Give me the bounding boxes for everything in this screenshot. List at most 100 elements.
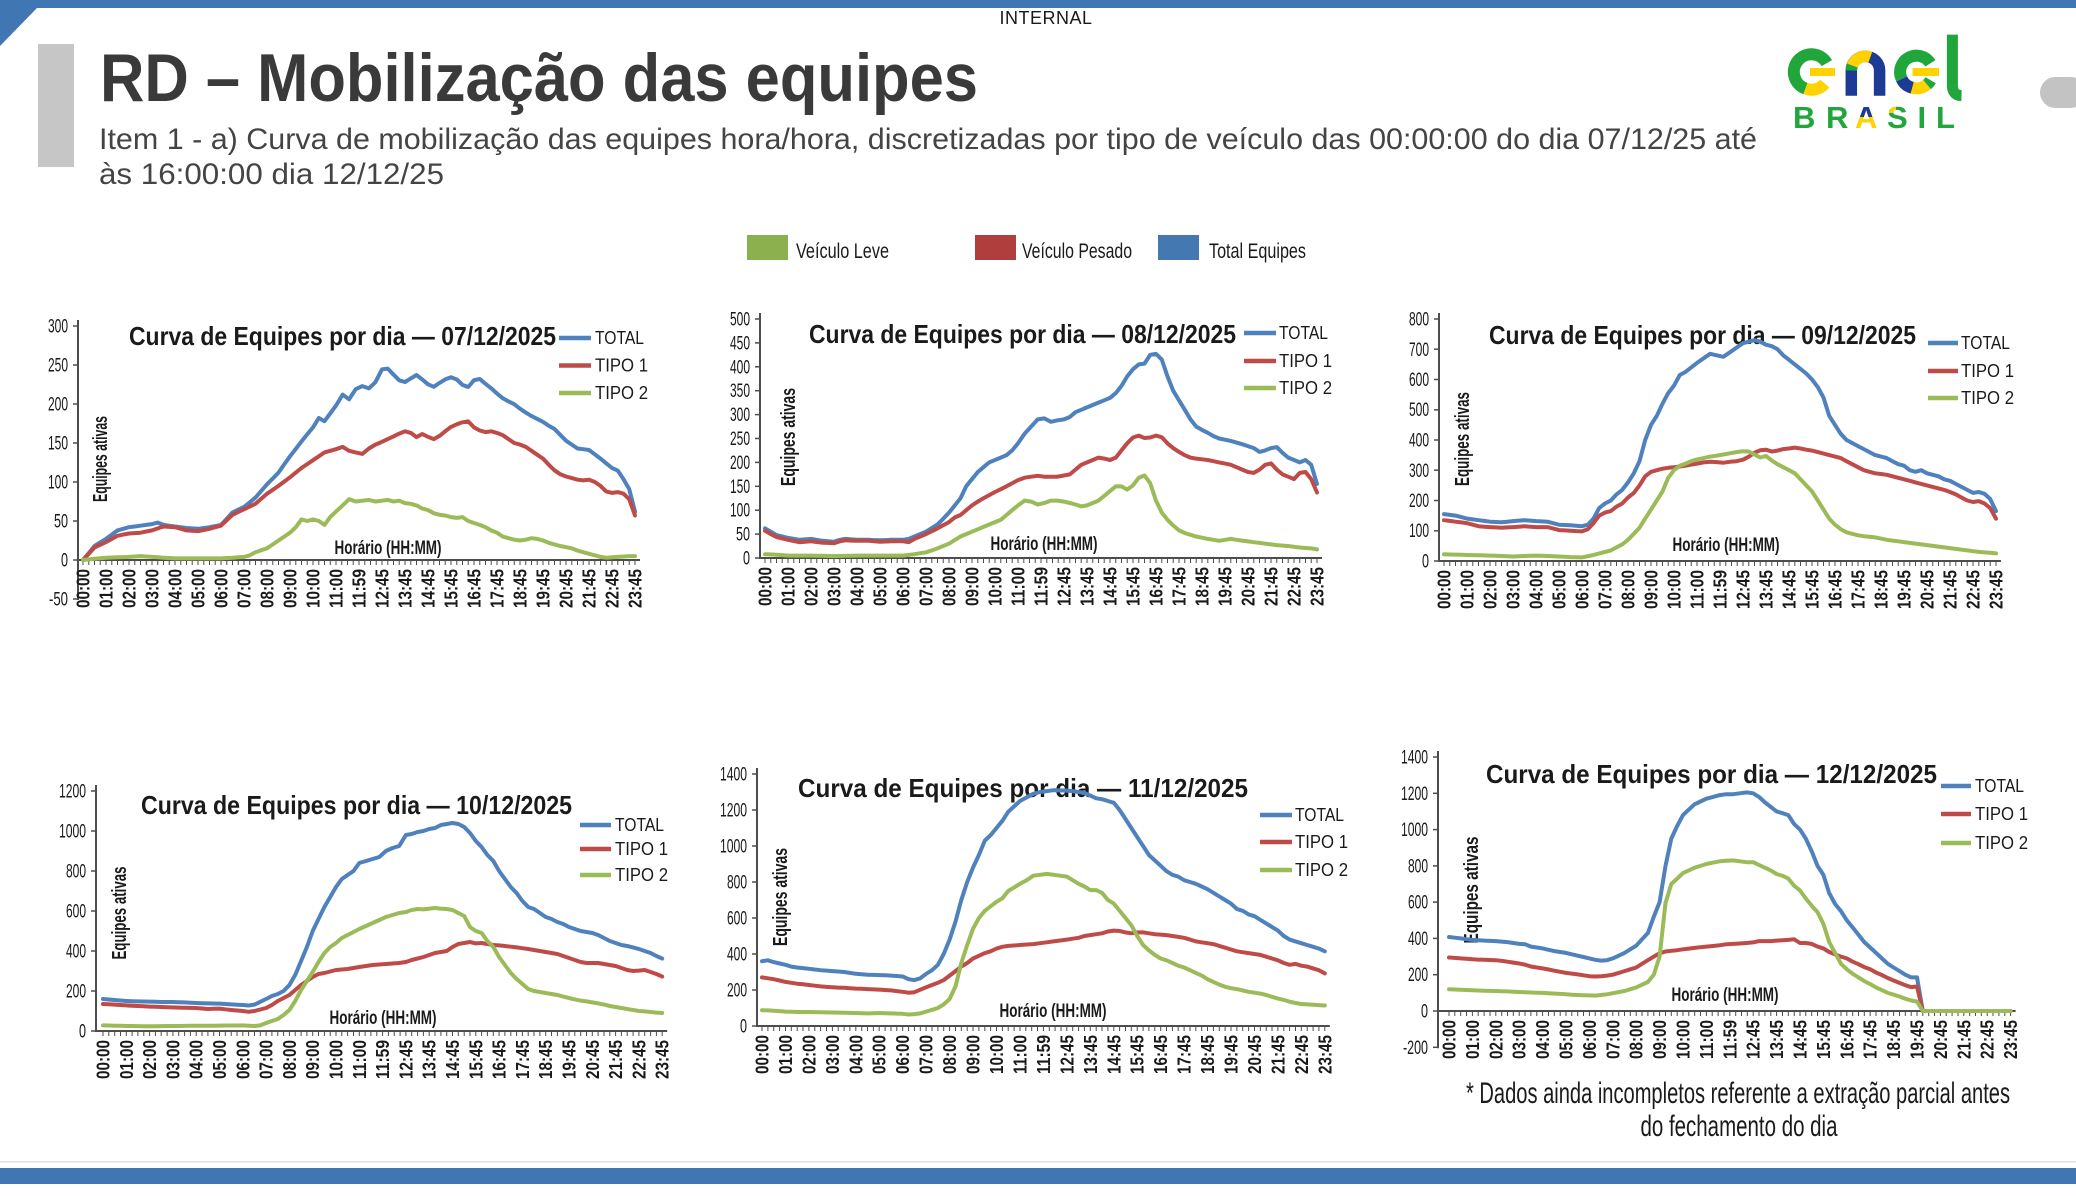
svg-text:04:00: 04:00	[848, 567, 868, 606]
svg-text:RD – Mobilização das equipes: RD – Mobilização das equipes	[100, 40, 978, 116]
svg-text:15:45: 15:45	[1803, 570, 1823, 609]
svg-text:1400: 1400	[720, 765, 747, 786]
svg-text:07:00: 07:00	[257, 1040, 277, 1079]
svg-text:200: 200	[730, 453, 750, 474]
svg-text:05:00: 05:00	[870, 1035, 890, 1074]
svg-text:S: S	[1887, 100, 1908, 135]
svg-text:Horário (HH:MM): Horário (HH:MM)	[1673, 535, 1780, 556]
svg-text:03:00: 03:00	[163, 1040, 183, 1079]
svg-text:-50: -50	[49, 590, 68, 611]
svg-text:0: 0	[79, 1022, 86, 1043]
svg-text:02:00: 02:00	[799, 1035, 819, 1074]
svg-text:03:00: 03:00	[823, 1035, 843, 1074]
svg-text:TOTAL: TOTAL	[595, 328, 644, 348]
svg-text:11:00: 11:00	[1011, 1035, 1031, 1074]
svg-text:L: L	[1936, 100, 1955, 135]
svg-text:11:59: 11:59	[373, 1040, 393, 1079]
svg-text:08:00: 08:00	[1619, 570, 1639, 609]
svg-text:20:45: 20:45	[557, 569, 577, 608]
svg-text:17:45: 17:45	[513, 1040, 533, 1079]
svg-text:TIPO 2: TIPO 2	[1975, 833, 2028, 853]
svg-text:22:45: 22:45	[603, 569, 623, 608]
svg-text:TOTAL: TOTAL	[615, 815, 664, 835]
svg-text:400: 400	[1409, 431, 1429, 452]
svg-text:11:00: 11:00	[1009, 567, 1029, 606]
svg-text:00:00: 00:00	[94, 1040, 114, 1079]
svg-text:TIPO 1: TIPO 1	[615, 839, 668, 859]
svg-text:R: R	[1826, 100, 1848, 135]
svg-text:16:45: 16:45	[1826, 570, 1846, 609]
svg-text:150: 150	[730, 477, 750, 498]
svg-text:do fechamento do dia: do fechamento do dia	[1641, 1110, 1838, 1143]
svg-text:50: 50	[736, 525, 750, 546]
svg-text:08:00: 08:00	[940, 567, 960, 606]
svg-text:05:00: 05:00	[210, 1040, 230, 1079]
svg-text:15:45: 15:45	[1124, 567, 1144, 606]
svg-text:11:59: 11:59	[1711, 570, 1731, 609]
svg-text:11:59: 11:59	[1034, 1035, 1054, 1074]
svg-text:Equipes ativas: Equipes ativas	[1452, 392, 1474, 486]
svg-text:19:45: 19:45	[1895, 570, 1915, 609]
svg-text:800: 800	[1409, 310, 1429, 331]
svg-text:Veículo Pesado: Veículo Pesado	[1022, 240, 1132, 263]
svg-text:01:00: 01:00	[1463, 1020, 1483, 1059]
svg-text:04:00: 04:00	[1527, 570, 1547, 609]
svg-text:07:00: 07:00	[1603, 1020, 1623, 1059]
svg-text:03:00: 03:00	[143, 569, 163, 608]
svg-text:600: 600	[66, 902, 86, 923]
svg-text:01:00: 01:00	[97, 569, 117, 608]
svg-text:08:00: 08:00	[940, 1035, 960, 1074]
svg-text:01:00: 01:00	[1458, 570, 1478, 609]
svg-text:09:00: 09:00	[303, 1040, 323, 1079]
svg-text:17:45: 17:45	[1170, 567, 1190, 606]
svg-text:19:45: 19:45	[534, 569, 554, 608]
svg-text:15:45: 15:45	[466, 1040, 486, 1079]
svg-text:07:00: 07:00	[917, 1035, 937, 1074]
svg-text:03:00: 03:00	[1504, 570, 1524, 609]
svg-text:21:45: 21:45	[1268, 1035, 1288, 1074]
svg-text:600: 600	[1409, 370, 1429, 391]
svg-text:13:45: 13:45	[396, 569, 416, 608]
svg-text:400: 400	[730, 357, 750, 378]
svg-text:200: 200	[1409, 491, 1429, 512]
svg-text:250: 250	[48, 356, 68, 377]
svg-text:16:45: 16:45	[1147, 567, 1167, 606]
svg-text:00:00: 00:00	[1435, 570, 1455, 609]
svg-text:300: 300	[48, 317, 68, 338]
svg-text:12:45: 12:45	[1734, 570, 1754, 609]
svg-text:400: 400	[727, 945, 747, 966]
svg-text:10:00: 10:00	[1674, 1020, 1694, 1059]
svg-text:12:45: 12:45	[396, 1040, 416, 1079]
svg-text:00:00: 00:00	[74, 569, 94, 608]
svg-text:400: 400	[1408, 929, 1428, 950]
svg-text:Horário (HH:MM): Horário (HH:MM)	[335, 538, 442, 559]
svg-text:02:00: 02:00	[140, 1040, 160, 1079]
svg-text:17:45: 17:45	[1861, 1020, 1881, 1059]
svg-text:TIPO 2: TIPO 2	[1961, 388, 2014, 408]
svg-text:16:45: 16:45	[465, 569, 485, 608]
svg-text:TIPO 1: TIPO 1	[1961, 361, 2014, 381]
svg-text:08:00: 08:00	[258, 569, 278, 608]
svg-text:1000: 1000	[59, 822, 86, 843]
svg-text:12:45: 12:45	[373, 569, 393, 608]
svg-text:B: B	[1793, 100, 1815, 135]
svg-text:100: 100	[1409, 521, 1429, 542]
svg-text:I: I	[1918, 100, 1927, 135]
svg-text:TIPO 2: TIPO 2	[1295, 860, 1348, 880]
svg-text:12:45: 12:45	[1744, 1020, 1764, 1059]
svg-text:06:00: 06:00	[894, 567, 914, 606]
svg-text:350: 350	[730, 381, 750, 402]
svg-text:06:00: 06:00	[893, 1035, 913, 1074]
svg-text:19:45: 19:45	[1216, 567, 1236, 606]
svg-text:Curva de Equipes por dia — 12/: Curva de Equipes por dia — 12/12/2025	[1486, 759, 1937, 789]
svg-text:07:00: 07:00	[235, 569, 255, 608]
svg-text:Total Equipes: Total Equipes	[1209, 240, 1306, 263]
svg-text:14:45: 14:45	[1101, 567, 1121, 606]
svg-text:09:00: 09:00	[1642, 570, 1662, 609]
svg-text:13:45: 13:45	[1757, 570, 1777, 609]
svg-text:150: 150	[48, 434, 68, 455]
svg-text:05:00: 05:00	[1557, 1020, 1577, 1059]
svg-text:14:45: 14:45	[1104, 1035, 1124, 1074]
svg-text:TIPO 2: TIPO 2	[1279, 378, 1332, 398]
svg-text:06:00: 06:00	[1580, 1020, 1600, 1059]
